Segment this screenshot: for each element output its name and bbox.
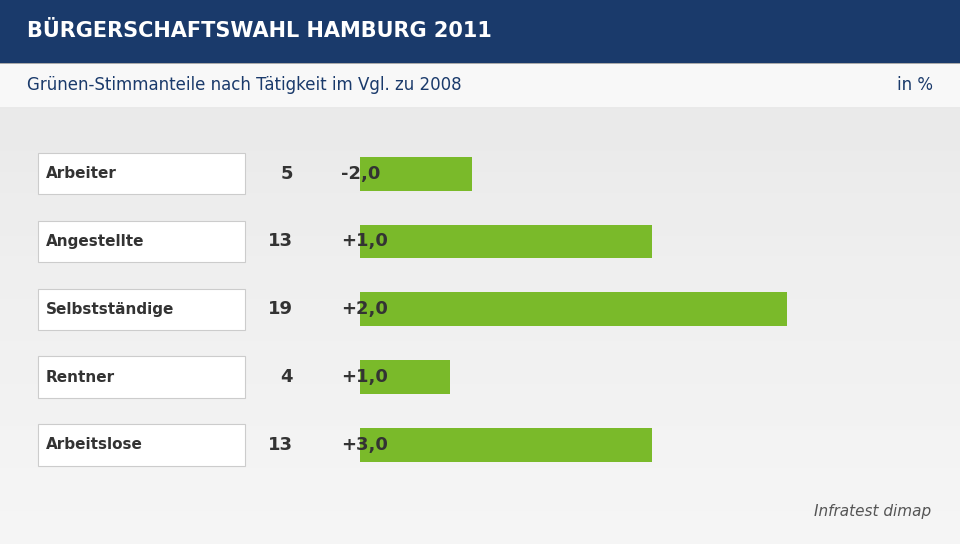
Text: +2,0: +2,0 (341, 300, 388, 318)
Text: 5: 5 (280, 165, 293, 183)
Text: Angestellte: Angestellte (46, 234, 145, 249)
Text: Grünen-Stimmanteile nach Tätigkeit im Vgl. zu 2008: Grünen-Stimmanteile nach Tätigkeit im Vg… (27, 76, 462, 94)
Text: BÜRGERSCHAFTSWAHL HAMBURG 2011: BÜRGERSCHAFTSWAHL HAMBURG 2011 (27, 21, 492, 41)
Text: 13: 13 (268, 232, 293, 250)
Text: -2,0: -2,0 (341, 165, 380, 183)
Text: Arbeiter: Arbeiter (46, 166, 117, 181)
Text: +3,0: +3,0 (341, 436, 388, 454)
Text: 13: 13 (268, 436, 293, 454)
Text: Rentner: Rentner (46, 369, 115, 385)
Text: in %: in % (897, 76, 933, 94)
Text: Selbstständige: Selbstständige (46, 302, 175, 317)
Text: +1,0: +1,0 (341, 232, 388, 250)
Text: Arbeitslose: Arbeitslose (46, 437, 143, 452)
Text: 19: 19 (268, 300, 293, 318)
Text: Infratest dimap: Infratest dimap (814, 504, 931, 519)
Text: +1,0: +1,0 (341, 368, 388, 386)
Text: 4: 4 (280, 368, 293, 386)
